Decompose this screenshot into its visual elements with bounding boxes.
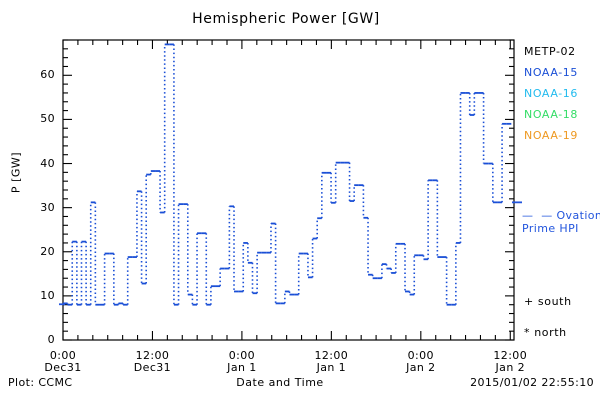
axis-ticks <box>62 39 514 341</box>
x-axis-label: Date and Time <box>236 376 324 389</box>
plot-credit: Plot: CCMC <box>8 376 73 389</box>
x-tick-label: 0:00 Jan 2 <box>381 350 461 374</box>
x-tick-date: Jan 2 <box>495 361 525 374</box>
legend-item-noaa-18: NOAA-18 <box>524 108 578 121</box>
ovation-label-text: Ovation Prime HPI <box>522 209 600 235</box>
y-tick-label: 20 <box>40 244 55 258</box>
x-tick-time: 12:00 <box>493 349 528 362</box>
y-tick-label: 10 <box>40 288 55 302</box>
legend-item-noaa-19: NOAA-19 <box>524 129 578 142</box>
marker-legend-south: + south <box>524 295 572 308</box>
x-tick-time: 0:00 <box>407 349 434 362</box>
legend-item-metp-02: METP-02 <box>524 45 576 58</box>
x-tick-label: 0:00 Jan 1 <box>202 350 282 374</box>
y-tick-label: 50 <box>40 112 55 126</box>
ovation-dash-sample: — — <box>522 209 557 222</box>
marker-label-south: south <box>537 295 572 308</box>
x-tick-date: Dec31 <box>44 361 82 374</box>
marker-label-north: north <box>534 326 567 339</box>
marker-legend-north: * north <box>524 326 567 339</box>
x-tick-date: Dec31 <box>133 361 172 374</box>
x-tick-date: Jan 1 <box>316 361 347 374</box>
timestamp: 2015/01/02 22:55:10 <box>470 376 594 389</box>
x-tick-time: 0:00 <box>228 349 256 362</box>
marker-symbol-south: + <box>524 295 538 308</box>
chart-title: Hemispheric Power [GW] <box>192 11 380 27</box>
x-tick-label: 12:00 Dec31 <box>112 350 192 374</box>
data-series-layer <box>59 43 522 306</box>
y-tick-label: 0 <box>47 333 55 346</box>
x-tick-label: 0:00 Dec31 <box>23 350 103 374</box>
marker-symbol-north: * <box>524 326 535 339</box>
legend-item-noaa-16: NOAA-16 <box>524 87 578 100</box>
series-NOAA-15 <box>63 43 512 306</box>
x-tick-date: Jan 2 <box>406 361 436 374</box>
y-tick-label: 40 <box>40 156 55 170</box>
x-tick-date: Jan 1 <box>227 361 257 374</box>
x-tick-time: 12:00 <box>314 349 349 362</box>
x-tick-time: 12:00 <box>135 349 170 362</box>
x-tick-label: 12:00 Jan 2 <box>470 350 550 374</box>
ovation-legend-label: — — Ovation Prime HPI <box>522 209 600 235</box>
y-tick-label: 60 <box>40 68 55 82</box>
y-tick-label: 30 <box>40 200 55 214</box>
x-tick-time: 0:00 <box>49 349 77 362</box>
legend-item-noaa-15: NOAA-15 <box>524 66 578 79</box>
x-tick-label: 12:00 Jan 1 <box>291 350 371 374</box>
